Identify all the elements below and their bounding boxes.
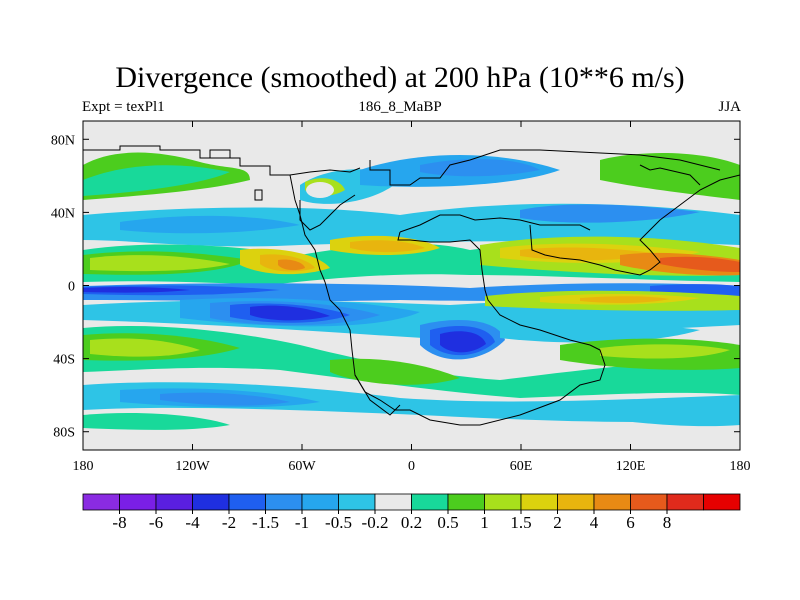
contour-negative	[500, 321, 700, 343]
y-tick-label: 40N	[51, 206, 75, 221]
contour-positive	[600, 153, 740, 200]
coastline	[529, 174, 740, 276]
colorbar-box	[630, 493, 668, 511]
colorbar-label: 2	[553, 513, 562, 532]
contour-positive	[350, 240, 425, 253]
coastline	[369, 149, 721, 186]
coastline	[324, 281, 401, 416]
colorbar-box	[82, 493, 120, 511]
colorbar-label: -0.5	[325, 513, 352, 532]
x-tick-label: 0	[408, 459, 415, 474]
colorbar-box	[301, 493, 339, 511]
colorbar-label: 1.5	[510, 513, 531, 532]
colorbar-box	[703, 493, 741, 511]
colorbar-box	[557, 493, 595, 511]
colorbar-label: 8	[663, 513, 672, 532]
coastline-layer	[83, 145, 740, 426]
coastline	[83, 145, 326, 283]
y-axis-ticks: 80N 40N 0 40S 80S	[51, 133, 740, 441]
colorbar-label: -1.5	[252, 513, 279, 532]
colorbar-box	[228, 493, 266, 511]
contour-negative	[83, 286, 190, 293]
x-axis-ticks: 180 120W 60W 0 60E 120E 180	[73, 121, 751, 474]
contour-positive	[83, 413, 230, 430]
colorbar-label: -0.2	[362, 513, 389, 532]
experiment-label: Expt = texPl1	[82, 99, 165, 115]
contour-fill-layer	[83, 152, 740, 430]
contour-positive	[83, 325, 740, 398]
colorbar-label: 4	[590, 513, 599, 532]
x-tick-label: 60W	[288, 459, 316, 474]
coastline	[289, 167, 361, 176]
contour-negative	[440, 331, 486, 353]
contour-negative	[393, 341, 417, 355]
contour-negative	[160, 392, 290, 406]
contour-positive	[90, 255, 230, 272]
contour-positive	[580, 296, 670, 304]
coastline	[254, 189, 263, 201]
coastline	[397, 231, 591, 346]
colorbar-label: 1	[480, 513, 489, 532]
colorbar-label: -8	[112, 513, 126, 532]
coastline	[209, 149, 231, 159]
colorbar-box	[374, 493, 412, 511]
colorbar-box	[411, 493, 449, 511]
contour-negative	[306, 182, 334, 198]
x-tick-label: 60E	[510, 459, 533, 474]
colorbar-label: -2	[222, 513, 236, 532]
run-label: 186_8_MaBP	[358, 99, 442, 115]
colorbar-box	[484, 493, 522, 511]
plot-title: Divergence (smoothed) at 200 hPa (10**6 …	[115, 61, 685, 94]
coastline	[399, 214, 591, 233]
contour-positive	[660, 256, 740, 272]
colorbar-box	[265, 493, 303, 511]
contour-negative	[420, 158, 540, 177]
colorbar-boxes	[82, 493, 741, 511]
x-tick-label: 180	[730, 459, 751, 474]
contour-positive	[330, 358, 460, 385]
colorbar-box	[593, 493, 631, 511]
coastline	[639, 164, 701, 186]
coastline	[354, 344, 606, 426]
contour-positive	[83, 165, 230, 196]
y-tick-label: 0	[68, 280, 75, 295]
colorbar-box	[447, 493, 485, 511]
contour-negative	[250, 305, 330, 321]
colorbar-box	[155, 493, 193, 511]
x-tick-label: 120W	[175, 459, 210, 474]
colorbar-labels: -8 -6 -4 -2 -1.5 -1 -0.5 -0.2 0.2 0.5 1 1.5 2 4 6 8	[112, 510, 671, 532]
colorbar-box	[520, 493, 558, 511]
y-tick-label: 80S	[53, 426, 75, 441]
contour-negative	[520, 204, 700, 223]
colorbar-box	[338, 493, 376, 511]
colorbar-label: 0.2	[401, 513, 422, 532]
colorbar-label: 6	[626, 513, 635, 532]
coastline	[299, 194, 356, 231]
contour-positive	[90, 338, 200, 357]
x-tick-label: 180	[73, 459, 94, 474]
colorbar-label: -6	[149, 513, 163, 532]
y-tick-label: 80N	[51, 133, 75, 148]
contour-positive	[600, 344, 730, 359]
colorbar-box	[666, 493, 704, 511]
contour-negative	[600, 402, 740, 427]
y-tick-label: 40S	[53, 353, 75, 368]
colorbar-label: 0.5	[437, 513, 458, 532]
colorbar-box	[192, 493, 230, 511]
contour-negative	[120, 215, 300, 234]
season-label: JJA	[718, 99, 741, 115]
colorbar-label: -4	[185, 513, 200, 532]
colorbar-label: -1	[295, 513, 309, 532]
colorbar-box	[119, 493, 157, 511]
contour-positive	[278, 259, 305, 271]
x-tick-label: 120E	[616, 459, 646, 474]
